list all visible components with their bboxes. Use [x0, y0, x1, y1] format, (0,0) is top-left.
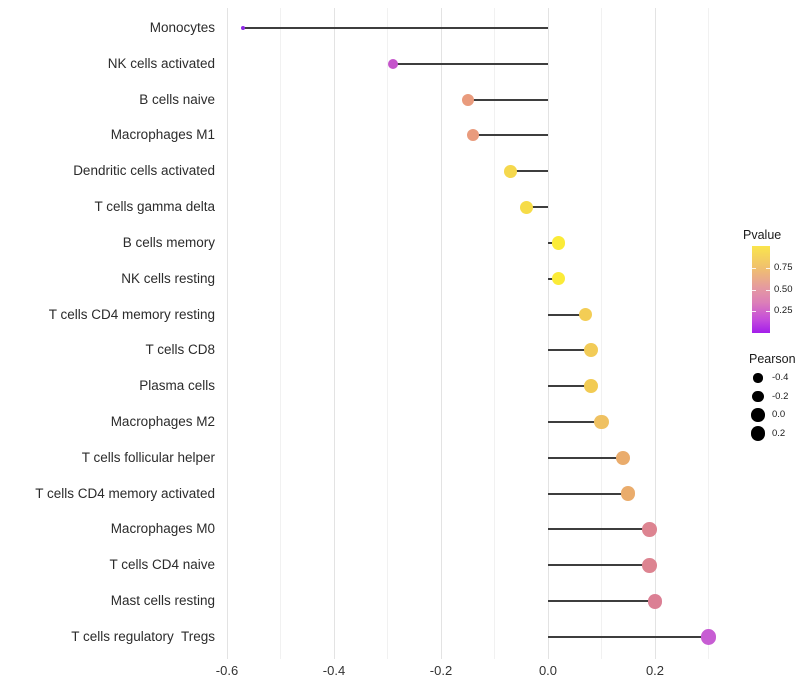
lollipop-stem [510, 170, 548, 173]
x-tick-label: -0.2 [429, 663, 453, 678]
x-tick-label: 0.2 [645, 663, 665, 678]
category-label: Dendritic cells activated [73, 163, 215, 179]
lollipop-dot [642, 557, 657, 573]
category-label: NK cells activated [107, 55, 215, 71]
lollipop-stem [548, 456, 623, 459]
lollipop-dot [583, 379, 598, 394]
lollipop-stem [548, 564, 650, 567]
lollipop-stem [473, 134, 548, 137]
pvalue-tick-label: 0.25 [774, 305, 793, 317]
lollipop-dot [467, 129, 480, 142]
gridline-minor [280, 8, 281, 659]
category-label: B cells naive [139, 91, 215, 107]
gridline-minor [601, 8, 602, 659]
lollipop-dot [700, 629, 717, 645]
pearson-key-label: -0.4 [772, 372, 789, 383]
lollipop-dot [504, 164, 517, 178]
lollipop-dot [551, 236, 566, 250]
lollipop-dot [551, 272, 566, 286]
category-label: Monocytes [149, 20, 215, 35]
pvalue-tick-mark [766, 289, 770, 291]
lollipop-dot [583, 343, 598, 358]
category-label: Macrophages M2 [110, 414, 215, 430]
x-tick-label: -0.4 [322, 663, 346, 678]
pearson-key-dot [751, 408, 765, 422]
category-label: NK cells resting [121, 270, 215, 286]
pvalue-tick-mark [766, 267, 770, 269]
lollipop-stem [392, 62, 548, 65]
gridline-major [226, 8, 228, 659]
pvalue-tick-mark [752, 267, 756, 269]
lollipop-stem [548, 635, 709, 638]
lollipop-dot [594, 414, 609, 430]
pvalue-tick-label: 0.50 [774, 283, 793, 295]
pvalue-tick-label: 0.75 [774, 261, 793, 273]
lollipop-dot [241, 26, 246, 30]
category-label: Plasma cells [139, 378, 215, 394]
lollipop-dot [520, 200, 534, 214]
lollipop-stem [526, 206, 548, 209]
lollipop-dot [578, 307, 593, 322]
gridline-minor [708, 8, 709, 659]
pearson-key-dot [752, 390, 764, 403]
category-label: T cells follicular helper [81, 449, 215, 465]
category-label: Macrophages M0 [110, 521, 215, 537]
x-tick-label: 0.0 [538, 663, 558, 678]
category-label: B cells memory [122, 234, 215, 250]
category-label: Macrophages M1 [110, 127, 215, 143]
pearson-legend-title: Pearson [749, 352, 796, 366]
pearson-key-label: 0.0 [772, 409, 786, 420]
x-tick-label: -0.6 [215, 663, 239, 678]
gridline-major [440, 8, 442, 659]
lollipop-dot [615, 450, 631, 466]
lollipop-stem [548, 600, 655, 603]
category-label: T cells CD8 [145, 342, 215, 358]
lollipop-dot [387, 58, 399, 70]
lollipop-stem [467, 98, 548, 101]
gridline-minor [494, 8, 495, 659]
category-label: T cells CD4 naive [109, 557, 215, 573]
pearson-key-dot [750, 426, 766, 441]
category-label: T cells CD4 memory activated [35, 485, 215, 501]
lollipop-stem [548, 421, 602, 424]
lollipop-dot [642, 522, 657, 537]
gridline-minor [387, 8, 388, 659]
category-label: Mast cells resting [110, 593, 215, 609]
category-label: T cells gamma delta [94, 199, 215, 215]
lollipop-dot [647, 593, 663, 609]
lollipop-stem [548, 385, 591, 388]
lollipop-stem [548, 492, 629, 495]
lollipop-dot [461, 93, 474, 106]
pvalue-colorbar [752, 246, 770, 333]
category-label: T cells CD4 memory resting [48, 306, 215, 322]
pvalue-legend-title: Pvalue [743, 228, 782, 242]
pearson-key-dot [753, 373, 763, 383]
category-label: T cells regulatory Tregs [71, 628, 215, 644]
lollipop-stem [548, 313, 586, 316]
lollipop-dot [621, 486, 636, 501]
pearson-key-label: 0.2 [772, 427, 786, 439]
gridline-major [333, 8, 335, 659]
lollipop-stem [548, 528, 650, 531]
lollipop-stem [548, 349, 591, 352]
gridline-major [547, 8, 549, 659]
lollipop-stem [243, 27, 548, 29]
pvalue-tick-mark [766, 311, 770, 313]
pearson-key-label: -0.2 [772, 390, 789, 402]
pvalue-tick-mark [752, 311, 756, 313]
pvalue-tick-mark [752, 289, 756, 291]
gridline-major [654, 8, 656, 659]
